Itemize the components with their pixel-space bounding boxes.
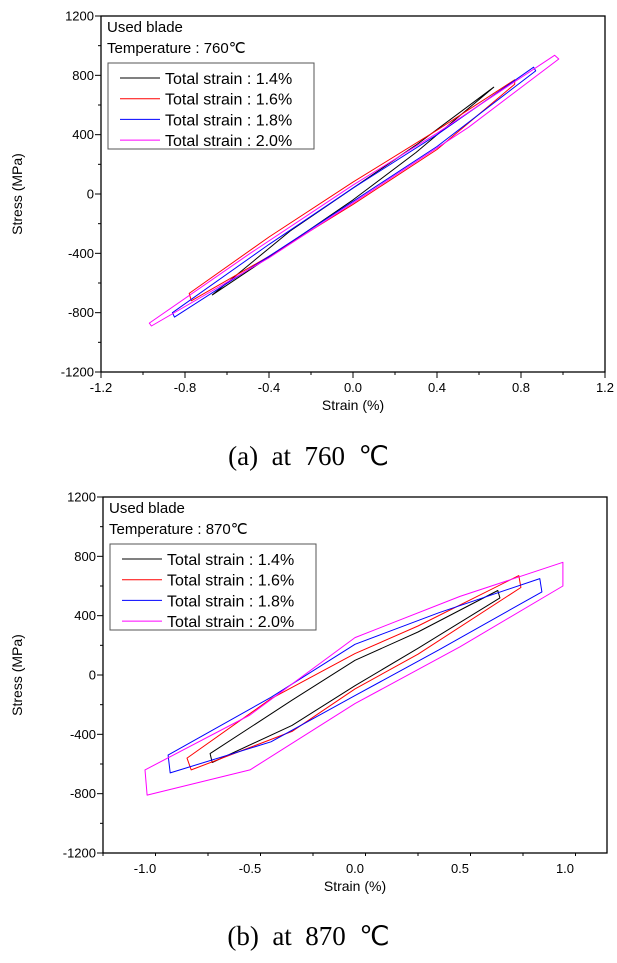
legend-box — [107, 62, 315, 150]
y-tick-label: -400 — [70, 727, 96, 742]
y-tick-label: 0 — [89, 668, 96, 683]
legend-label: Total strain : 1.8% — [165, 112, 292, 129]
hysteresis-loop-16 — [186, 575, 522, 771]
y-tick-label: 0 — [87, 187, 94, 202]
x-tick-label: 0.5 — [451, 861, 469, 876]
y-axis-label: Stress (MPa) — [9, 153, 25, 235]
hysteresis-loop-16 — [188, 79, 516, 302]
legend-label: Total strain : 2.0% — [167, 614, 294, 631]
x-tick-label: 0.0 — [346, 861, 364, 876]
x-tick-label: 0.0 — [344, 380, 362, 395]
temperature-annotation: Temperature : 760℃ — [107, 40, 246, 57]
x-tick-label: -0.8 — [174, 380, 196, 395]
hysteresis-loop-14 — [209, 590, 501, 763]
x-tick-label: 0.4 — [428, 380, 446, 395]
hysteresis-loop-20 — [144, 561, 564, 796]
x-tick-label: 1.2 — [596, 380, 614, 395]
x-tick-label: -1.2 — [90, 380, 112, 395]
y-tick-label: 400 — [74, 608, 96, 623]
x-tick-label: -0.5 — [239, 861, 261, 876]
hysteresis-loop-20 — [148, 54, 560, 327]
y-tick-label: -800 — [68, 305, 94, 320]
y-tick-label: -400 — [68, 246, 94, 261]
y-tick-label: 800 — [72, 68, 94, 83]
chart-b: -1.0 -0.5 0.0 0.5 1.0 -1200 -800 -400 0 400 800 120… — [9, 490, 608, 894]
temperature-annotation: Temperature : 870℃ — [109, 521, 248, 538]
y-tick-label: -1200 — [63, 846, 96, 861]
y-tick-label: -800 — [70, 786, 96, 801]
specimen-annotation: Used blade — [107, 19, 183, 36]
legend-label: Total strain : 2.0% — [165, 133, 292, 150]
y-tick-label: -1200 — [61, 365, 94, 380]
specimen-annotation: Used blade — [109, 500, 185, 517]
legend-label: Total strain : 1.8% — [167, 593, 294, 610]
caption-a: (a) at 760 ℃ — [228, 441, 389, 471]
x-tick-label: -1.0 — [134, 861, 156, 876]
legend: Total strain : 1.4% Total strain : 1.6% To… — [107, 62, 315, 150]
hysteresis-loop-18 — [167, 578, 543, 774]
caption-b: (b) at 870 ℃ — [227, 921, 390, 951]
legend-label: Total strain : 1.6% — [165, 92, 292, 109]
y-tick-label: 1200 — [67, 490, 96, 505]
x-axis-label: Strain (%) — [322, 397, 384, 413]
y-tick-label: 1200 — [65, 9, 94, 24]
legend-box — [109, 543, 317, 631]
chart-a: -1.2 -0.8 -0.4 0.0 0.4 0.8 1.2 -1200 -800 -400 0 40… — [9, 9, 614, 414]
legend-label: Total strain : 1.6% — [167, 573, 294, 590]
legend-label: Total strain : 1.4% — [165, 71, 292, 88]
y-tick-label: 800 — [74, 549, 96, 564]
x-tick-label: 0.8 — [512, 380, 530, 395]
legend: Total strain : 1.4% Total strain : 1.6% To… — [109, 543, 317, 631]
y-tick-label: 400 — [72, 127, 94, 142]
x-tick-label: -0.4 — [258, 380, 280, 395]
y-axis-label: Stress (MPa) — [9, 634, 25, 716]
x-axis-label: Strain (%) — [324, 878, 386, 894]
legend-label: Total strain : 1.4% — [167, 552, 294, 569]
x-tick-label: 1.0 — [556, 861, 574, 876]
